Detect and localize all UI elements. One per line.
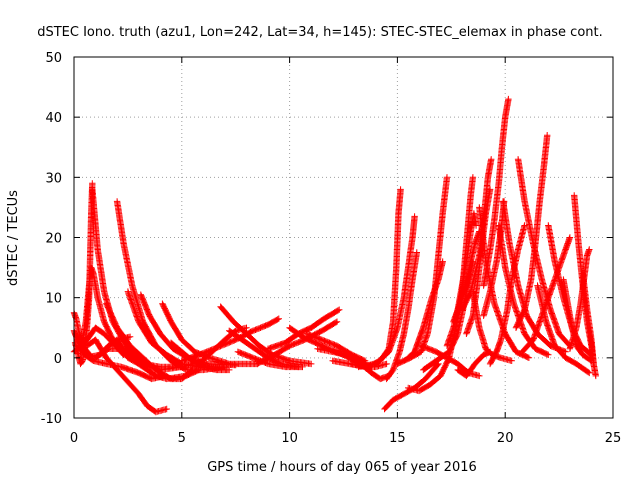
x-axis-title: GPS time / hours of day 065 of year 2016 <box>207 460 477 475</box>
y-tick-label: 30 <box>45 171 62 186</box>
x-tick-label: 25 <box>605 431 622 446</box>
data-arc <box>480 95 512 289</box>
data-arc-markers <box>417 342 483 380</box>
data-points <box>70 95 599 416</box>
data-arc-markers <box>383 249 420 383</box>
data-arc-markers <box>514 156 574 349</box>
data-arc-markers <box>534 282 593 377</box>
data-arc-markers <box>579 270 599 380</box>
data-arc-markers <box>113 336 203 383</box>
x-tick-label: 10 <box>281 431 298 446</box>
x-tick-label: 15 <box>389 431 406 446</box>
x-tick-label: 0 <box>70 431 78 446</box>
y-tick-label: -10 <box>41 412 62 427</box>
data-arc <box>383 249 420 383</box>
data-arc <box>417 342 483 380</box>
data-arc-markers <box>355 213 418 371</box>
y-tick-label: 20 <box>45 232 62 247</box>
y-tick-label: 10 <box>45 292 62 307</box>
data-arc <box>579 270 599 380</box>
y-tick-label: 50 <box>45 51 62 66</box>
ticks: 0 5 10 15 20 25 -10 0 10 20 30 40 50 <box>41 51 622 446</box>
data-arc <box>514 156 574 349</box>
data-arc <box>303 330 369 364</box>
data-arc <box>405 258 446 361</box>
chart-title: dSTEC Iono. truth (azu1, Lon=242, Lat=34… <box>37 25 603 40</box>
data-arc <box>159 300 261 368</box>
data-arc <box>113 336 203 383</box>
data-arc <box>454 348 494 380</box>
data-arc-markers <box>454 348 494 380</box>
data-arc-markers <box>480 95 512 289</box>
y-tick-label: 40 <box>45 111 62 126</box>
data-arc-markers <box>405 258 446 361</box>
y-axis-title: dSTEC / TECUs <box>6 190 21 286</box>
data-arc <box>355 213 418 371</box>
y-tick-label: 0 <box>54 352 62 367</box>
x-tick-label: 20 <box>497 431 514 446</box>
x-tick-label: 5 <box>178 431 186 446</box>
data-arc-markers <box>450 228 483 325</box>
data-arc-markers <box>159 300 261 368</box>
data-arc <box>450 228 483 325</box>
data-arc-markers <box>303 330 369 364</box>
data-arc <box>534 282 593 377</box>
